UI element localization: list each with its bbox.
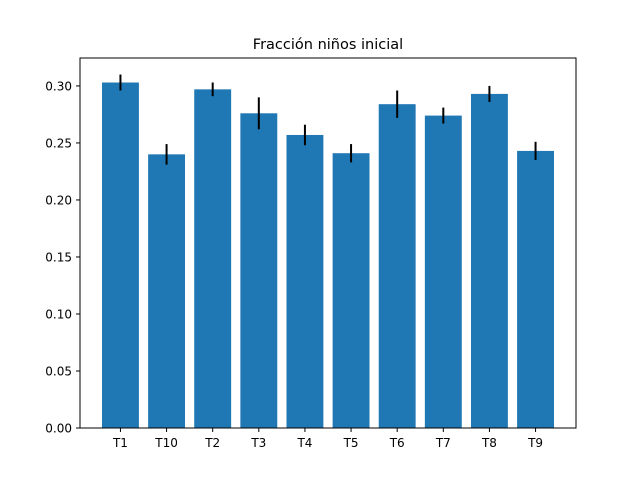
bar-T8 <box>470 93 508 428</box>
x-tick-label: T6 <box>389 436 405 450</box>
x-tick-label: T4 <box>296 436 312 450</box>
y-tick-label: 0.00 <box>45 422 72 436</box>
bar-T10 <box>148 154 186 429</box>
y-tick-label: 0.25 <box>45 136 72 150</box>
bar-T2 <box>194 89 232 429</box>
y-tick-label: 0.20 <box>45 193 72 207</box>
x-tick-label: T10 <box>154 436 178 450</box>
chart-title: Fracción niños inicial <box>253 37 403 53</box>
y-tick-label: 0.15 <box>45 250 72 264</box>
x-tick-label: T5 <box>343 436 359 450</box>
axes-frame <box>79 57 577 429</box>
y-tick-label: 0.10 <box>45 307 72 321</box>
bar-T1 <box>102 82 139 428</box>
bar-T4 <box>286 134 324 429</box>
x-tick-label: T3 <box>250 436 266 450</box>
x-tick-label: T9 <box>527 436 543 450</box>
x-tick-label: T2 <box>204 436 220 450</box>
bar-T3 <box>240 113 278 428</box>
bar-T6 <box>378 104 416 428</box>
x-tick-label: T1 <box>112 436 128 450</box>
bar-T7 <box>424 115 462 428</box>
y-tick-label: 0.30 <box>45 79 72 93</box>
y-tick-label: 0.05 <box>45 364 72 378</box>
plot-area: 0.00 0.05 0.10 0.15 0.20 0.25 0.30 T1 T10 T2 T3 T4 T… <box>45 57 577 450</box>
x-tick-label: T7 <box>435 436 451 450</box>
bar-T5 <box>332 153 370 428</box>
bar-T9 <box>517 150 554 428</box>
x-tick-label: T8 <box>481 436 497 450</box>
